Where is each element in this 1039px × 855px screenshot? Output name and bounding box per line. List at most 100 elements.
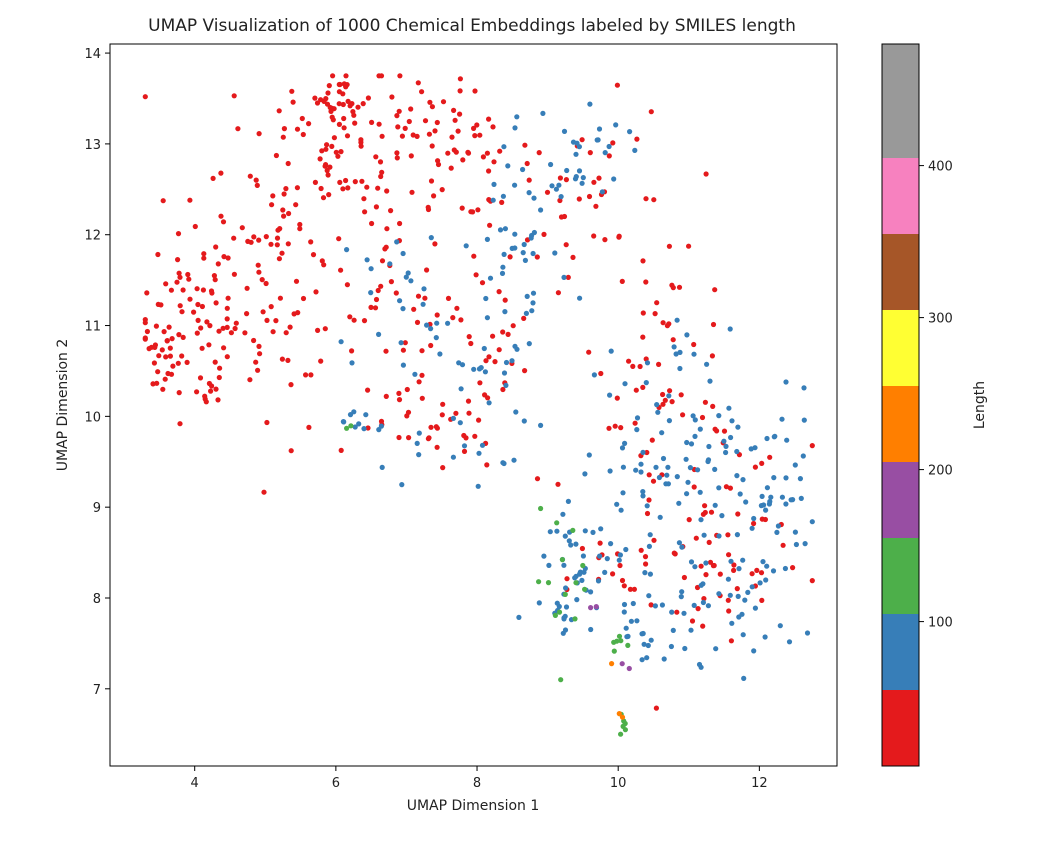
data-point — [268, 241, 274, 247]
data-point — [457, 88, 463, 94]
data-point — [617, 552, 624, 558]
data-point — [570, 254, 576, 260]
data-point — [312, 95, 318, 101]
data-point — [687, 465, 694, 471]
data-point — [512, 231, 518, 237]
data-point — [520, 166, 526, 173]
data-point — [324, 101, 331, 107]
data-point — [588, 589, 594, 595]
data-point — [669, 609, 675, 615]
data-point — [616, 234, 622, 240]
data-point — [163, 354, 169, 360]
data-point — [740, 477, 746, 483]
data-point — [731, 562, 737, 568]
data-point — [501, 370, 508, 376]
data-point — [534, 476, 541, 482]
data-point — [608, 348, 614, 354]
data-point — [169, 336, 175, 342]
data-point — [531, 195, 537, 201]
data-point — [253, 359, 259, 365]
data-point — [602, 237, 608, 243]
data-point — [562, 591, 568, 598]
data-point — [764, 485, 771, 491]
data-point — [749, 525, 755, 531]
data-point — [457, 111, 463, 117]
data-point — [472, 88, 478, 94]
data-point — [220, 219, 227, 225]
data-point — [273, 152, 279, 159]
data-point — [618, 638, 624, 644]
data-point — [365, 425, 371, 431]
data-point — [280, 134, 286, 140]
data-point — [706, 539, 712, 546]
data-point — [728, 638, 735, 644]
data-point — [727, 592, 733, 598]
data-point — [161, 329, 167, 335]
data-point — [474, 122, 480, 128]
data-point — [162, 376, 168, 382]
data-point — [692, 433, 698, 439]
data-point — [657, 514, 663, 520]
data-point — [646, 543, 653, 550]
data-point — [344, 282, 350, 288]
data-point — [759, 597, 765, 604]
data-point — [740, 557, 746, 563]
data-point — [692, 417, 698, 423]
data-point — [536, 150, 542, 156]
data-point — [783, 501, 789, 507]
data-point — [388, 208, 394, 214]
data-point — [281, 126, 287, 132]
data-point — [306, 121, 312, 127]
data-point — [216, 328, 222, 334]
data-point — [809, 443, 815, 449]
data-point — [321, 262, 327, 268]
data-point — [698, 517, 704, 523]
data-point — [397, 298, 403, 304]
data-point — [758, 503, 765, 509]
data-point — [700, 623, 706, 629]
data-point — [536, 579, 542, 585]
data-point — [496, 347, 502, 353]
data-point — [618, 507, 624, 513]
data-point — [671, 344, 677, 350]
data-point — [619, 577, 626, 584]
data-point — [383, 393, 389, 399]
data-point — [325, 90, 331, 96]
data-point — [652, 311, 658, 317]
data-point — [500, 386, 506, 393]
data-point — [440, 465, 446, 471]
data-point — [300, 131, 306, 138]
data-point — [703, 572, 709, 578]
data-point — [490, 333, 496, 339]
data-point — [308, 239, 314, 245]
data-point — [648, 602, 654, 608]
data-point — [428, 235, 434, 241]
data-point — [579, 545, 586, 552]
data-point — [644, 360, 651, 366]
data-point — [779, 494, 786, 500]
data-point — [330, 73, 336, 79]
data-point — [431, 193, 437, 199]
data-point — [429, 104, 435, 110]
data-point — [497, 227, 504, 233]
data-point — [389, 94, 395, 100]
scatter-points — [142, 73, 815, 737]
data-point — [775, 523, 782, 529]
data-point — [670, 627, 676, 634]
data-point — [689, 618, 696, 624]
data-point — [651, 537, 657, 543]
data-point — [412, 371, 418, 377]
data-point — [318, 358, 324, 364]
data-point — [477, 380, 483, 386]
data-point — [625, 642, 631, 649]
data-point — [633, 387, 639, 393]
data-point — [702, 509, 708, 516]
data-point — [512, 343, 518, 349]
data-point — [458, 386, 464, 392]
data-point — [445, 320, 451, 326]
data-point — [608, 541, 614, 547]
data-point — [709, 353, 716, 359]
data-point — [400, 250, 406, 257]
y-tick-label: 7 — [93, 683, 101, 698]
data-point — [719, 513, 725, 519]
